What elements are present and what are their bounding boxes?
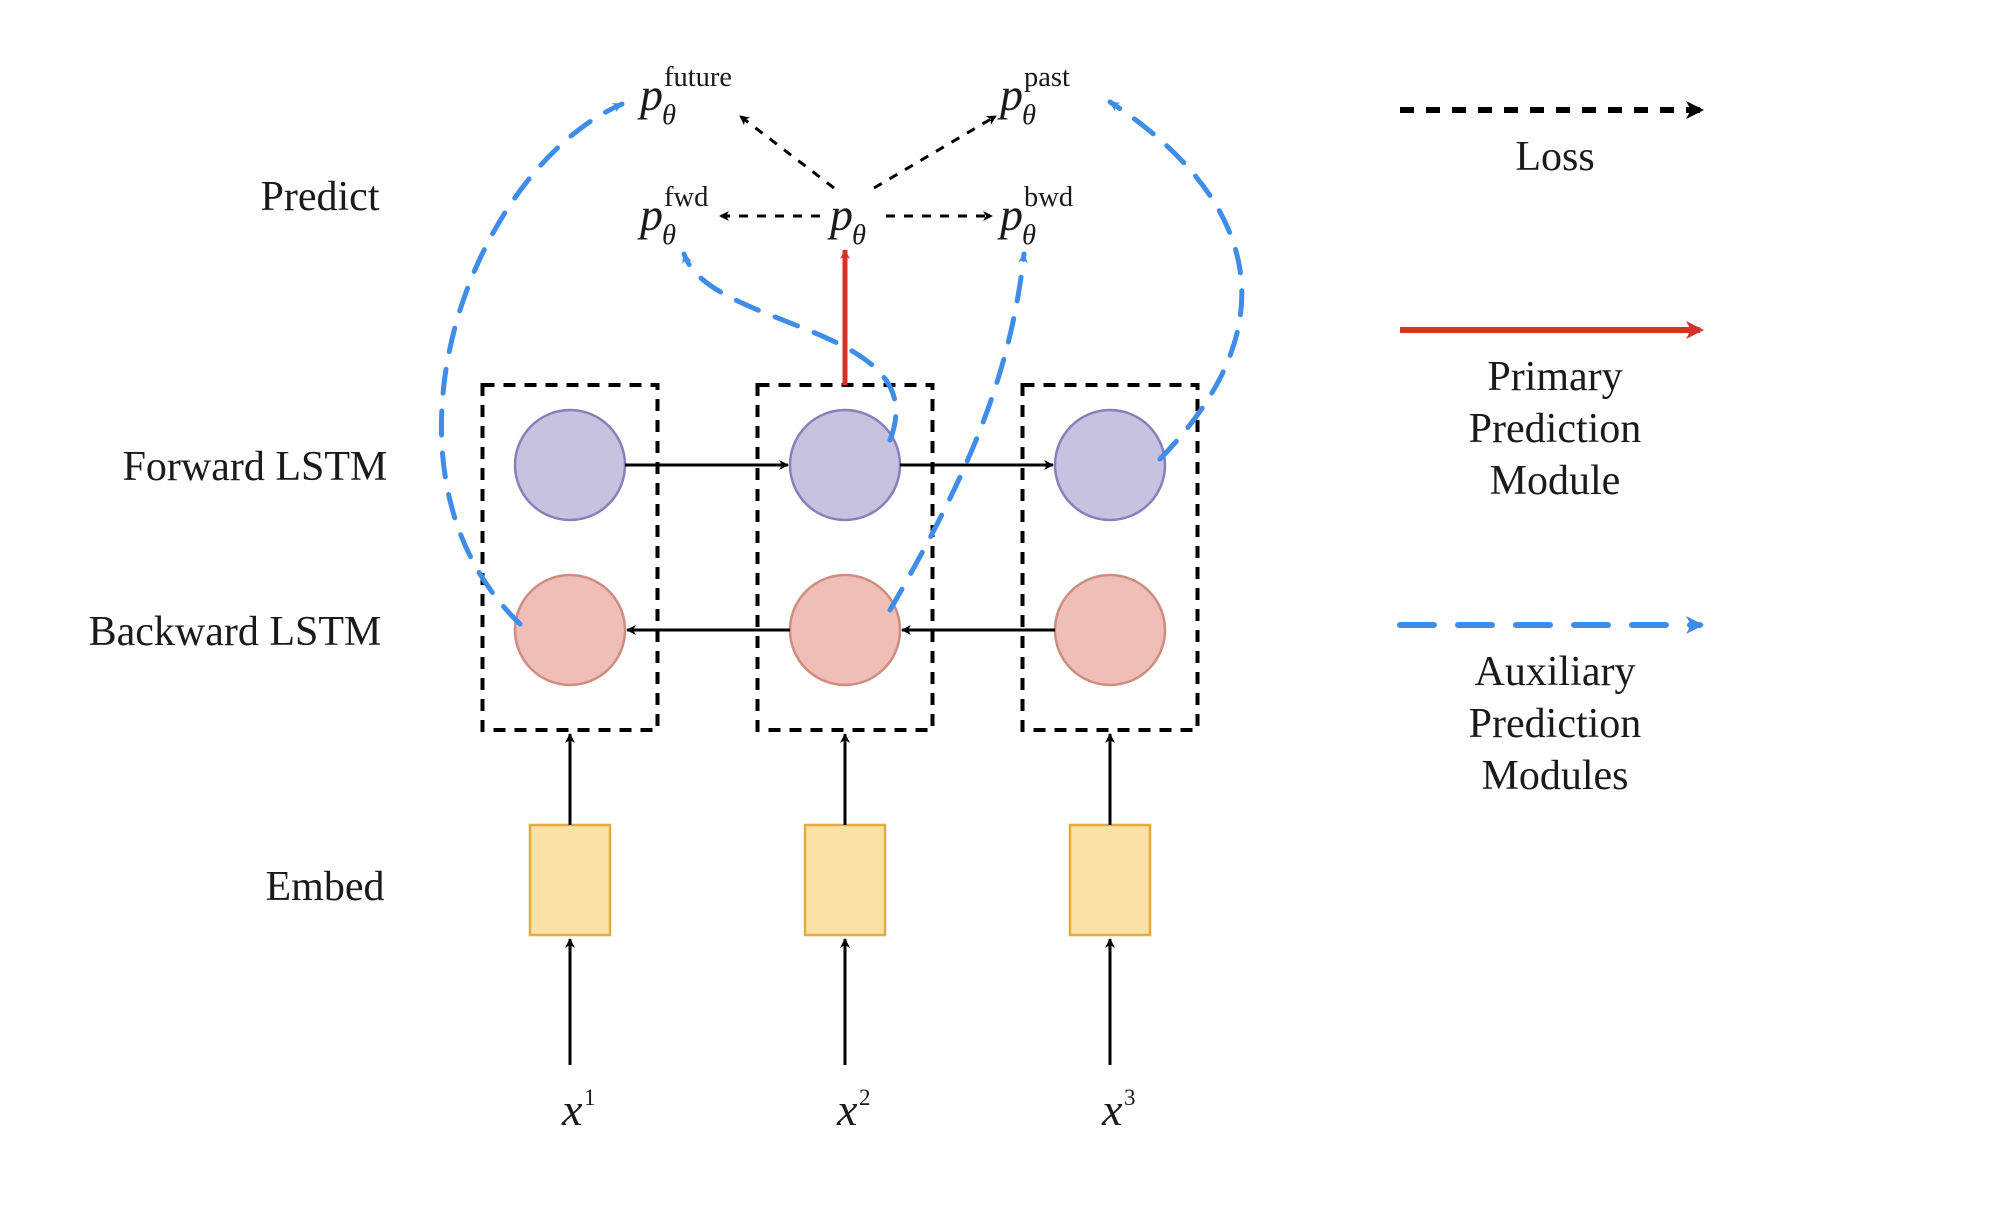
- backward-lstm-node-3: [1055, 575, 1165, 685]
- forward-lstm-node-3: [1055, 410, 1165, 520]
- p-future-label: pθ future: [637, 62, 732, 131]
- svg-text:θ: θ: [852, 220, 866, 251]
- aux-arrow-to-past: [1110, 102, 1242, 459]
- legend-primary-label-1: Prediction: [1469, 406, 1642, 452]
- input-x-1: x1: [561, 1084, 596, 1135]
- svg-text:future: future: [664, 62, 732, 93]
- svg-text:3: 3: [1124, 1085, 1136, 1110]
- svg-text:θ: θ: [1022, 100, 1036, 131]
- legend-auxiliary-label-1: Prediction: [1469, 701, 1642, 747]
- svg-text:p: p: [997, 69, 1023, 120]
- legend-primary-label-0: Primary: [1487, 354, 1622, 400]
- input-x-3: x3: [1101, 1084, 1136, 1135]
- svg-text:1: 1: [584, 1085, 596, 1110]
- backward-lstm-node-1: [515, 575, 625, 685]
- aux-arrow-to-future: [441, 104, 622, 624]
- svg-text:past: past: [1024, 62, 1070, 93]
- loss-arrow-to-future: [740, 116, 834, 188]
- input-x-2: x2: [836, 1084, 871, 1135]
- svg-text:x: x: [1101, 1084, 1123, 1135]
- p-center-label: pθ: [827, 189, 866, 251]
- forward-lstm-node-1: [515, 410, 625, 520]
- backward-lstm-row-label: Backward LSTM: [89, 609, 382, 655]
- svg-text:p: p: [637, 69, 663, 120]
- p-bwd-label: pθ bwd: [997, 182, 1073, 251]
- backward-lstm-node-2: [790, 575, 900, 685]
- lstm-architecture-diagram: PredictForward LSTMBackward LSTMEmbedpθf…: [0, 0, 1999, 1208]
- embed-box-3: [1070, 825, 1150, 935]
- embed-box-2: [805, 825, 885, 935]
- svg-text:p: p: [997, 189, 1023, 240]
- forward-lstm-row-label: Forward LSTM: [123, 444, 388, 490]
- aux-arrow-to-bwd: [890, 254, 1024, 610]
- loss-arrow-to-past: [874, 116, 996, 188]
- aux-arrow-to-fwd: [684, 254, 896, 440]
- p-past-label: pθ past: [997, 62, 1070, 131]
- legend-loss-label: Loss: [1515, 134, 1594, 180]
- svg-text:θ: θ: [1022, 220, 1036, 251]
- forward-lstm-node-2: [790, 410, 900, 520]
- embed-row-label: Embed: [266, 864, 385, 910]
- p-fwd-label: pθ fwd: [637, 182, 708, 251]
- embed-box-1: [530, 825, 610, 935]
- svg-text:x: x: [561, 1084, 583, 1135]
- svg-text:θ: θ: [662, 220, 676, 251]
- svg-text:p: p: [827, 189, 853, 240]
- legend-primary-label-2: Module: [1490, 458, 1621, 504]
- legend-auxiliary-label-2: Modules: [1482, 753, 1629, 799]
- predict-row-label: Predict: [261, 174, 380, 220]
- svg-text:fwd: fwd: [664, 182, 708, 213]
- svg-text:2: 2: [859, 1085, 871, 1110]
- svg-text:x: x: [836, 1084, 858, 1135]
- legend-auxiliary-label-0: Auxiliary: [1475, 649, 1636, 695]
- svg-text:θ: θ: [662, 100, 676, 131]
- svg-text:p: p: [637, 189, 663, 240]
- svg-text:bwd: bwd: [1024, 182, 1073, 213]
